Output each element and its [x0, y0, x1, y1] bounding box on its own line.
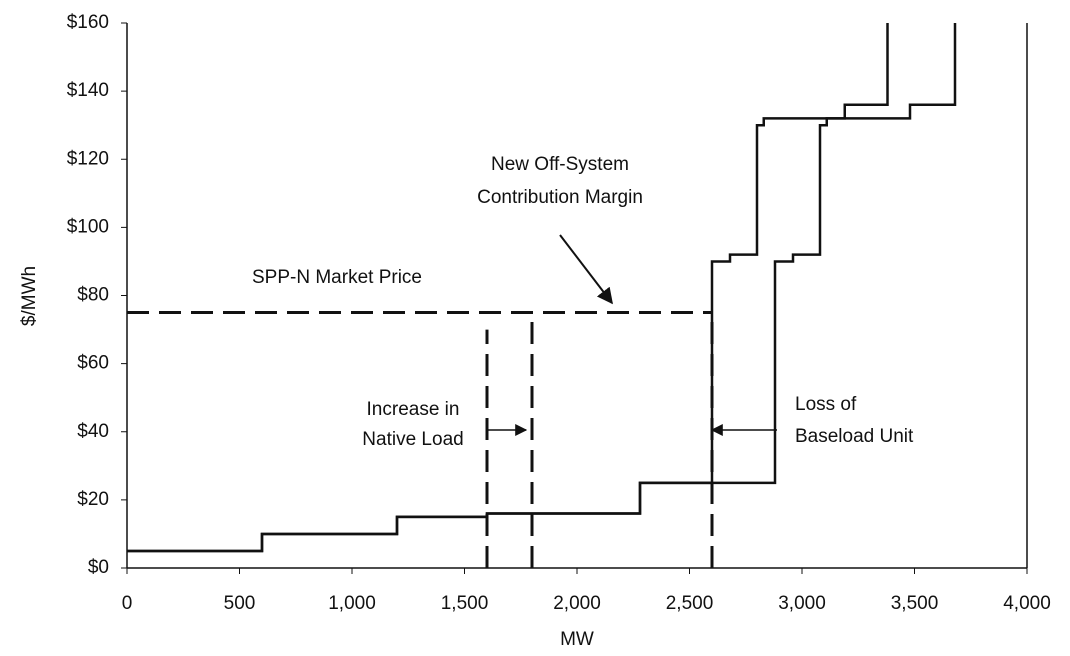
annotation: Increase in: [367, 399, 460, 420]
annotation: Baseload Unit: [795, 426, 914, 447]
y-tick-label: $0: [88, 557, 109, 578]
y-tick-label: $160: [67, 12, 109, 33]
x-axis-label: MW: [560, 629, 594, 650]
supply-curve: [127, 23, 889, 553]
annotation: Contribution Margin: [477, 187, 643, 208]
annotation: SPP-N Market Price: [252, 267, 422, 288]
x-tick-label: 3,000: [778, 593, 826, 614]
x-tick-label: 4,000: [1003, 593, 1051, 614]
x-tick-label: 500: [224, 593, 256, 614]
annotation: Loss of: [795, 394, 857, 415]
x-tick-label: 3,500: [891, 593, 939, 614]
annotation: Native Load: [362, 429, 463, 450]
y-tick-label: $20: [77, 489, 109, 510]
x-tick-label: 1,500: [441, 593, 489, 614]
x-tick-label: 1,000: [328, 593, 376, 614]
y-tick-label: $100: [67, 216, 109, 237]
x-tick-label: 2,000: [553, 593, 601, 614]
y-tick-label: $40: [77, 421, 109, 442]
supply-curve: [127, 23, 957, 553]
x-tick-label: 2,500: [666, 593, 714, 614]
y-tick-label: $120: [67, 148, 109, 169]
annotation: New Off-System: [491, 154, 629, 175]
y-axis-label: $/MWh: [19, 266, 40, 326]
y-tick-label: $140: [67, 80, 109, 101]
y-tick-label: $60: [77, 353, 109, 374]
x-tick-label: 0: [122, 593, 133, 614]
y-tick-label: $80: [77, 285, 109, 306]
arrow: [559, 234, 613, 305]
